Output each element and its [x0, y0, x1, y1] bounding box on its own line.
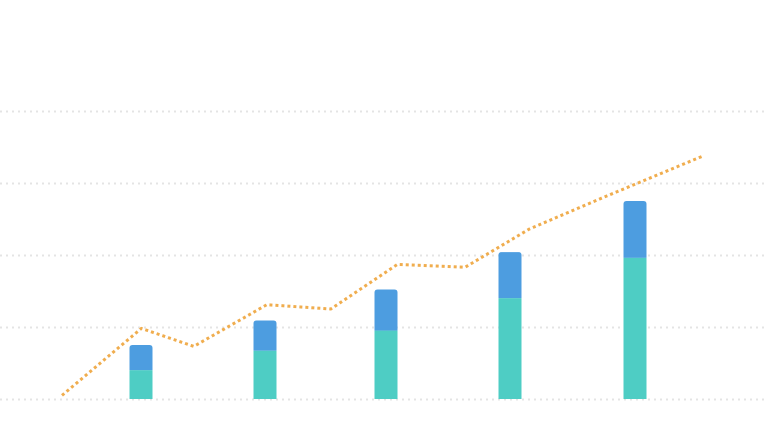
bar-top-segment-1 [253, 320, 277, 351]
bar-top-segment-0 [129, 345, 153, 371]
bar-bottom-segment-4 [623, 257, 647, 399]
bar-bottom-segment-1 [253, 350, 277, 399]
trend-line-layer [61, 155, 703, 397]
bar-top-segment-2 [374, 289, 398, 331]
bars [129, 201, 647, 399]
trend-line [61, 155, 703, 397]
bar-top-segment-3 [498, 252, 522, 299]
bar-bottom-segment-0 [129, 370, 153, 399]
bar-top-segment-4 [623, 201, 647, 258]
bar-bottom-segment-3 [498, 298, 522, 399]
bar-bottom-segment-2 [374, 330, 398, 399]
